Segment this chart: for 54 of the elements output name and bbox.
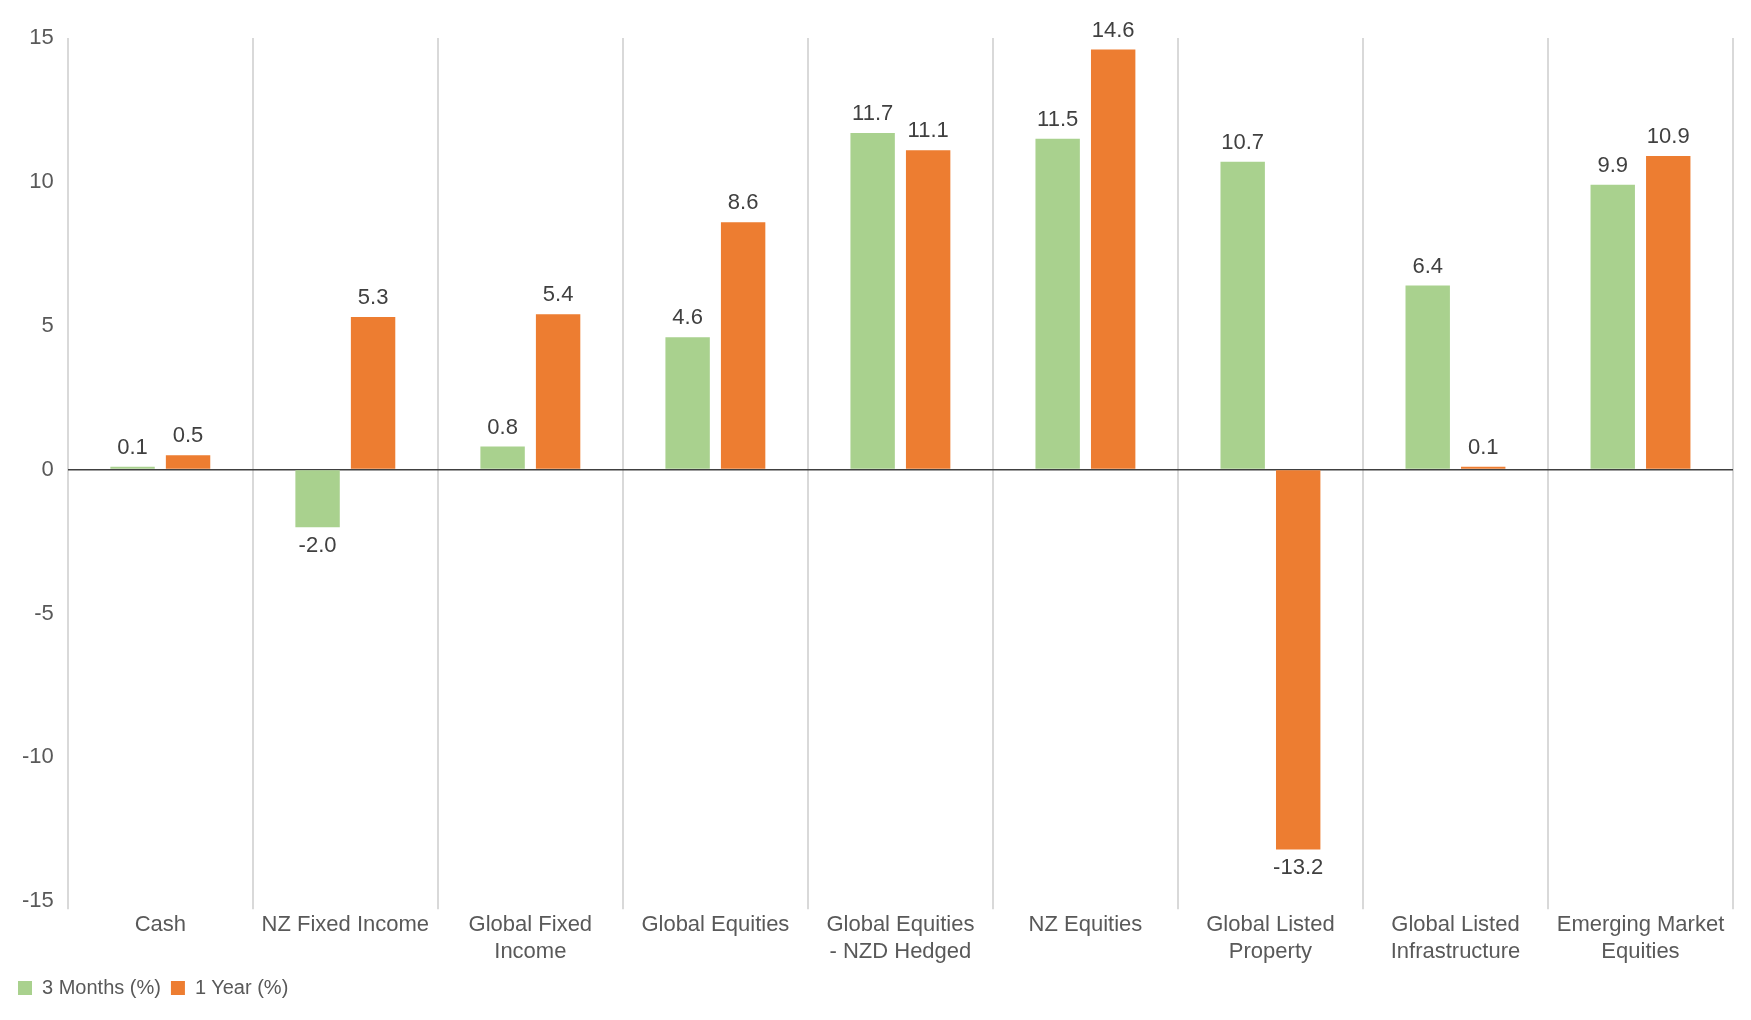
x-tick-label: NZ Equities [1028, 911, 1143, 937]
data-label: 0.8 [487, 413, 518, 439]
data-label: 0.1 [117, 433, 148, 459]
data-label: 11.7 [852, 100, 894, 126]
bar [1090, 49, 1136, 469]
bar [110, 466, 155, 469]
y-tick-label: 5 [41, 311, 54, 337]
bar [720, 222, 766, 469]
data-label: 8.6 [727, 189, 759, 215]
data-label: 14.6 [1091, 16, 1135, 42]
data-label: 9.9 [1597, 151, 1629, 177]
bar [295, 470, 340, 528]
bar [1590, 184, 1635, 469]
bar [905, 150, 951, 469]
x-tick-label: Global Listed Infrastructure [1390, 911, 1521, 963]
data-label: -13.2 [1273, 854, 1324, 880]
x-tick-label: Global Equities - NZD Hedged [826, 911, 975, 963]
x-tick-label: Cash [134, 911, 186, 937]
data-label: 0.5 [172, 422, 204, 448]
data-label: 4.6 [672, 304, 703, 330]
bar [1220, 161, 1265, 469]
x-tick-label: Global Equities [641, 911, 790, 937]
legend-label: 1 Year (%) [194, 975, 289, 998]
data-label: 5.4 [542, 281, 574, 307]
bar [1405, 285, 1450, 469]
data-label: -2.0 [298, 532, 337, 558]
bar [1646, 155, 1691, 469]
x-tick-label: NZ Fixed Income [261, 911, 430, 937]
y-tick-label: -15 [22, 887, 54, 913]
bar [850, 132, 895, 469]
bar [1461, 466, 1506, 469]
data-label: 10.9 [1646, 123, 1690, 149]
y-tick-label: -10 [22, 743, 54, 769]
data-label: 11.5 [1037, 105, 1079, 131]
data-label: 0.1 [1467, 433, 1499, 459]
data-label: 10.7 [1221, 128, 1265, 154]
bar [535, 314, 581, 469]
data-label: 11.1 [907, 117, 949, 143]
x-tick-label: Emerging Market Equities [1556, 911, 1725, 963]
y-tick-label: 15 [29, 24, 54, 50]
bar [350, 317, 396, 469]
x-tick-label: Global Listed Property [1206, 911, 1335, 963]
bar [1275, 470, 1321, 850]
bar [480, 446, 525, 469]
bar [165, 455, 211, 469]
bar [665, 337, 710, 469]
data-label: 5.3 [357, 284, 389, 310]
bar [1035, 138, 1080, 469]
y-tick-label: -5 [34, 599, 54, 625]
legend-label: 3 Months (%) [42, 975, 161, 998]
y-tick-label: 10 [29, 167, 54, 193]
x-tick-label: Global Fixed Income [468, 911, 593, 963]
data-label: 6.4 [1412, 252, 1444, 278]
y-tick-label: 0 [41, 455, 54, 481]
